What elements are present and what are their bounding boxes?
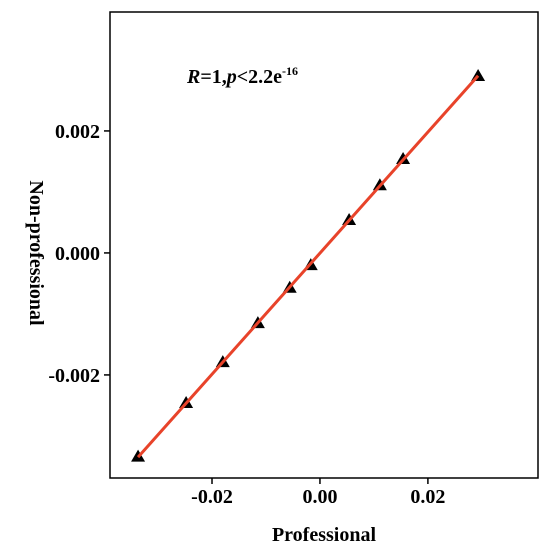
y-tick-label: 0.002	[55, 121, 100, 143]
annotation: R=1,p<2.2e-16	[186, 64, 298, 88]
x-tick-label: 0.02	[410, 486, 445, 508]
annotation-part: p	[225, 66, 237, 88]
y-tick-label: -0.002	[48, 365, 100, 387]
annotation-part: <2.2e	[237, 66, 282, 88]
plot-frame	[109, 11, 539, 479]
x-axis-label: Professional	[272, 524, 377, 546]
x-tick-label: 0.00	[302, 486, 337, 508]
annotation-part: =1,	[200, 66, 226, 88]
y-axis-label: Non-professional	[25, 180, 47, 326]
x-tick-label: -0.02	[191, 486, 233, 508]
fit-line	[136, 74, 480, 459]
annotation-part: -16	[282, 64, 298, 78]
annotation-part: R	[186, 66, 200, 88]
y-tick-label: 0.000	[55, 243, 100, 265]
